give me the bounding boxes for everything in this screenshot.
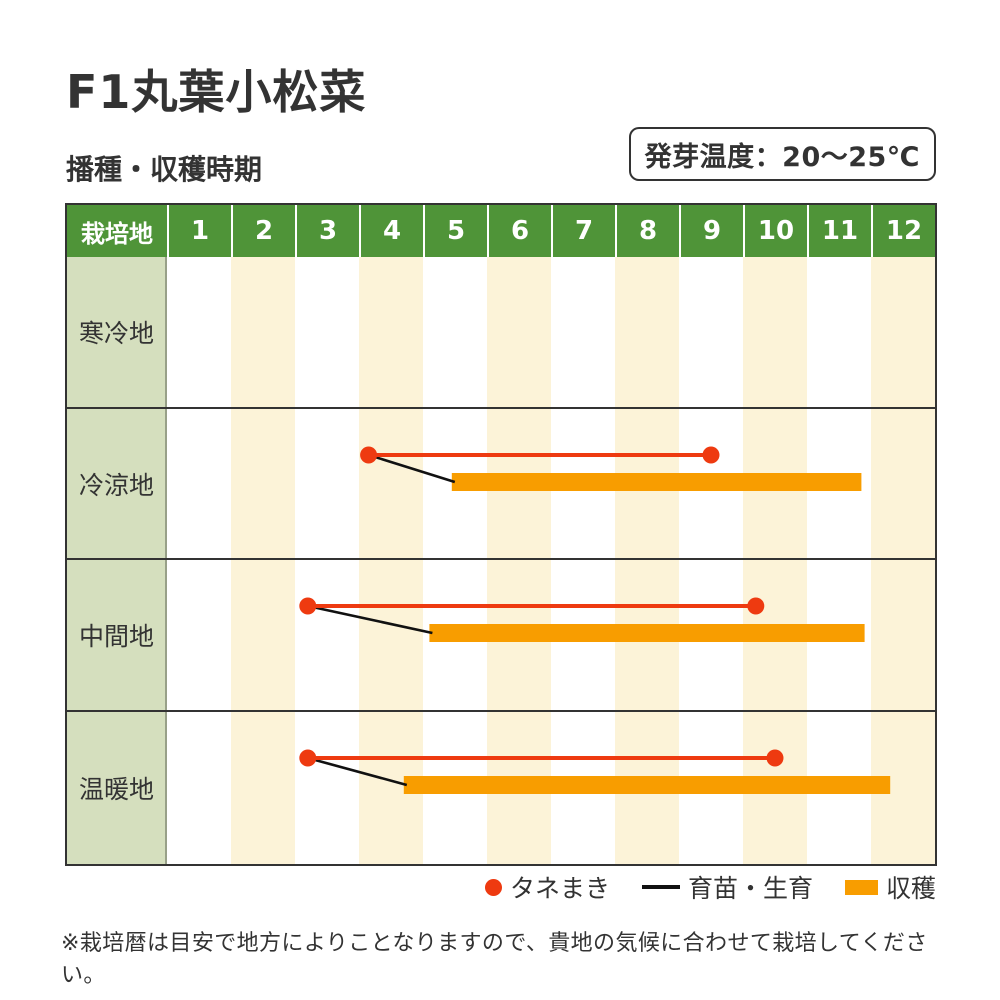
month-header-12: 12 [871, 205, 935, 257]
harvest-bar-icon [844, 879, 878, 895]
calendar-month-header: 栽培地 1 2 3 4 5 6 7 8 9 10 11 12 [67, 205, 935, 257]
month-header-2: 2 [231, 205, 295, 257]
month-stripe-2 [231, 257, 295, 864]
month-header-4: 4 [359, 205, 423, 257]
month-header-11: 11 [807, 205, 871, 257]
month-header-5: 5 [423, 205, 487, 257]
month-stripe-5 [423, 257, 487, 864]
region-label: 中間地 [67, 560, 167, 710]
month-stripe-12 [871, 257, 935, 864]
corner-label: 栽培地 [67, 205, 167, 257]
region-label: 冷涼地 [67, 409, 167, 558]
month-header-9: 9 [679, 205, 743, 257]
legend-item-dot: タネまき [484, 869, 610, 905]
footnote: ※栽培暦は目安で地方によりことなりますので、貴地の気候に合わせて栽培してください… [61, 931, 928, 988]
legend-item-line: 育苗・生育 [641, 869, 813, 905]
calendar-row-温暖地: 温暖地 [67, 710, 935, 864]
month-stripe-8 [615, 257, 679, 864]
sowing-harvest-calendar: 栽培地 1 2 3 4 5 6 7 8 9 10 11 12 寒冷地 冷涼地 中間地 温暖地 [65, 203, 937, 866]
legend-label: 育苗・生育 [687, 874, 813, 903]
sowing-dot-icon [484, 878, 502, 896]
month-stripe-1 [167, 257, 231, 864]
month-stripe-6 [487, 257, 551, 864]
germination-temperature-badge: 発芽温度：20〜25℃ [628, 127, 936, 181]
month-stripe-9 [679, 257, 743, 864]
calendar-row-寒冷地: 寒冷地 [67, 257, 935, 407]
calendar-body: 寒冷地 冷涼地 中間地 温暖地 [67, 257, 935, 864]
month-header-10: 10 [743, 205, 807, 257]
month-stripe-11 [807, 257, 871, 864]
month-header-3: 3 [295, 205, 359, 257]
germination-temperature-label: 発芽温度：20〜25℃ [644, 141, 920, 173]
legend-label: タネまき [509, 874, 610, 903]
month-header-6: 6 [487, 205, 551, 257]
calendar-row-中間地: 中間地 [67, 558, 935, 710]
page-title: F1丸葉小松菜 [66, 65, 367, 119]
legend-item-bar: 収穫 [844, 869, 936, 905]
calendar-row-冷涼地: 冷涼地 [67, 407, 935, 558]
legend-label: 収穫 [885, 874, 936, 903]
region-label: 寒冷地 [67, 257, 167, 407]
month-header-1: 1 [167, 205, 231, 257]
region-label: 温暖地 [67, 712, 167, 864]
month-header-7: 7 [551, 205, 615, 257]
month-header-8: 8 [615, 205, 679, 257]
month-stripe-7 [551, 257, 615, 864]
legend: タネまき 育苗・生育 収穫 [484, 869, 936, 905]
growth-line-icon [641, 885, 680, 889]
section-title: 播種・収穫時期 [66, 153, 263, 186]
